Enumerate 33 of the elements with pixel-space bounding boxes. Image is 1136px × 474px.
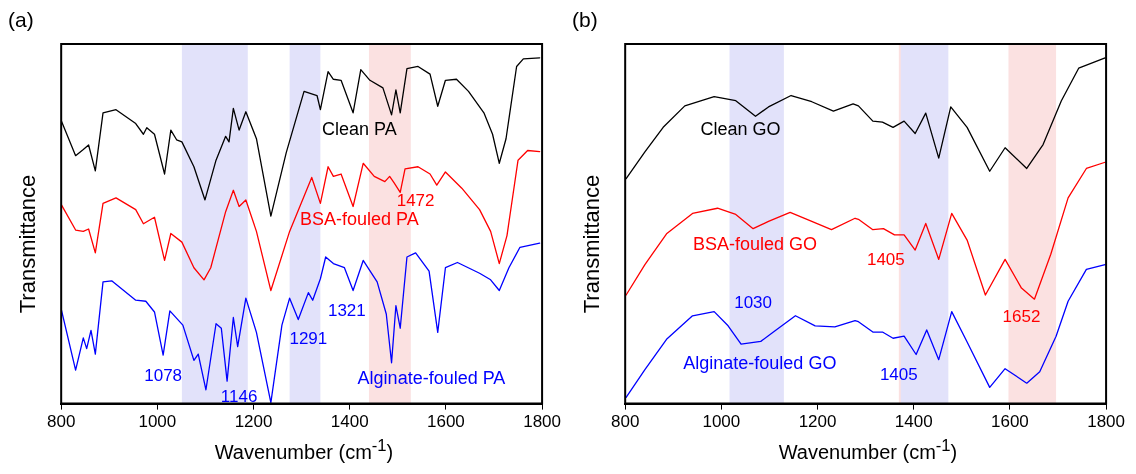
annotation: 1652 bbox=[1002, 306, 1041, 326]
annotation: 1146 bbox=[220, 386, 258, 406]
x-axis-title: Wavenumber (cm$^{-1}$) bbox=[213, 436, 395, 464]
x-tick-label: 800 bbox=[46, 412, 76, 432]
x-tick-label: 1800 bbox=[1087, 412, 1125, 432]
annotation: 1321 bbox=[327, 300, 366, 320]
x-tick-label: 800 bbox=[610, 412, 640, 432]
chart-title: (a) bbox=[8, 8, 34, 32]
x-axis-title: Wavenumber (cm$^{-1}$) bbox=[777, 436, 959, 464]
x-tick-label: 1600 bbox=[426, 412, 465, 432]
annotation: 1472 bbox=[396, 190, 435, 210]
chart-title: (b) bbox=[572, 8, 598, 32]
annotation: 1291 bbox=[289, 328, 328, 348]
series-label: Clean GO bbox=[700, 119, 781, 140]
x-tick-label: 1000 bbox=[138, 412, 177, 432]
x-tick-label: 1400 bbox=[894, 412, 933, 432]
series-label: Alginate-fouled PA bbox=[357, 368, 506, 389]
series-label: Clean PA bbox=[321, 119, 397, 140]
x-tick-label: 1200 bbox=[234, 412, 273, 432]
annotation: 1078 bbox=[144, 366, 183, 386]
series-label: BSA-fouled PA bbox=[299, 209, 419, 230]
x-tick-label: 1000 bbox=[702, 412, 741, 432]
x-tick-label: 1600 bbox=[990, 412, 1029, 432]
y-axis-title: Transmittance bbox=[579, 174, 605, 314]
x-tick-label: 1400 bbox=[330, 412, 369, 432]
annotation: 1030 bbox=[734, 292, 773, 312]
y-axis-title: Transmittance bbox=[15, 174, 41, 314]
x-tick-label: 1200 bbox=[798, 412, 837, 432]
x-tick-label: 1800 bbox=[523, 412, 561, 432]
series-label: BSA-fouled GO bbox=[693, 234, 818, 255]
annotation: 1405 bbox=[866, 250, 905, 270]
series-label: Alginate-fouled GO bbox=[683, 353, 837, 374]
annotation: 1405 bbox=[879, 364, 918, 384]
